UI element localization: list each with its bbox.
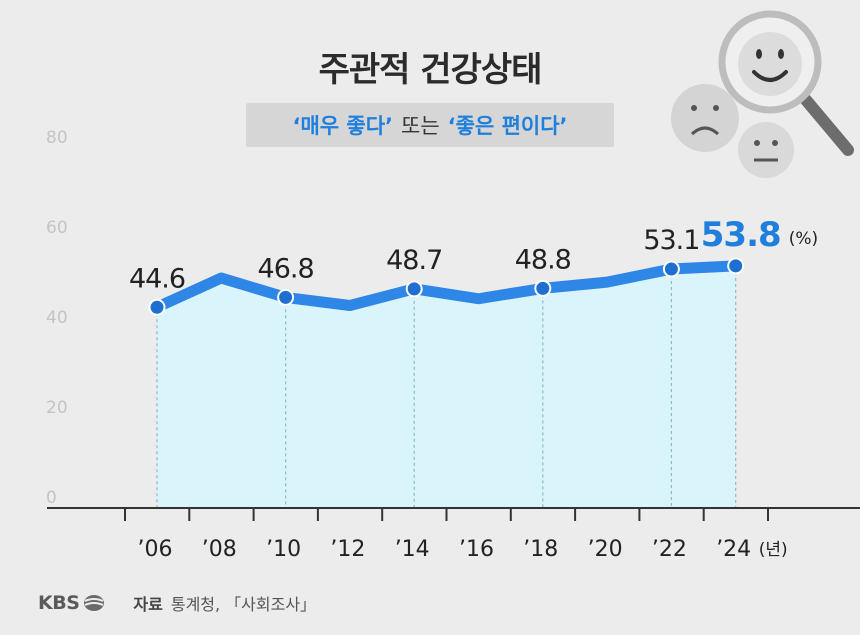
source-label: 자료 [133, 595, 163, 614]
kbs-logo-icon [84, 595, 105, 611]
y-tick-label: 40 [46, 308, 68, 328]
data-label: 53.1 [643, 225, 699, 256]
data-point [148, 298, 166, 316]
area-fill-layer [157, 265, 736, 508]
x-tick-label: ’18 [523, 537, 558, 562]
data-points [148, 257, 745, 316]
drop-lines [156, 265, 737, 508]
kbs-logo-text: KBS [38, 592, 80, 614]
y-tick-label: 60 [46, 218, 68, 238]
area-fill [157, 265, 736, 508]
x-tick-label: ’12 [330, 537, 365, 562]
subtitle-part-2: 또는 [401, 114, 440, 138]
series-line [151, 260, 742, 313]
x-tick-label: ’16 [459, 537, 494, 562]
data-label: 48.8 [515, 244, 571, 275]
x-tick-label: ’08 [202, 537, 237, 562]
y-tick-label: 0 [46, 488, 57, 508]
data-point [662, 260, 680, 278]
data-point [534, 279, 552, 297]
chart-subtitle: ‘매우 좋다’ 또는 ‘좋은 편이다’ [246, 103, 614, 147]
data-point [727, 257, 745, 275]
data-label: 44.6 [129, 263, 185, 294]
neutral-face-icon [738, 122, 794, 178]
value-unit-label: (%) [789, 229, 818, 249]
series-line-layer [151, 260, 742, 313]
x-unit-label: (년) [759, 540, 788, 560]
data-label: 46.8 [258, 253, 314, 284]
x-tick-label: ’22 [652, 537, 687, 562]
x-tick-label: ’20 [588, 537, 623, 562]
footer: KBS 자료 통계청, 「사회조사」 [38, 590, 316, 616]
smile-face-icon [738, 32, 802, 96]
subtitle-part-3: ‘좋은 편이다’ [447, 114, 568, 138]
data-point [405, 280, 423, 298]
source-text: 통계청, 「사회조사」 [170, 595, 317, 614]
x-tick-label: ’24 [716, 537, 751, 562]
y-axis-ticks: 0 20 40 60 80 [46, 128, 68, 508]
data-labels: 44.6 46.8 48.7 48.8 53.1 53.8 (%) [129, 215, 818, 294]
data-label: 48.7 [386, 245, 442, 276]
chart-title: 주관적 건강상태 [318, 50, 543, 90]
kbs-logo: KBS [38, 592, 105, 614]
sad-face-icon [671, 84, 739, 152]
subtitle-part-1: ‘매우 좋다’ [292, 114, 394, 138]
x-tick-label: ’14 [395, 537, 430, 562]
x-tick-label: ’10 [266, 537, 301, 562]
data-label-highlight: 53.8 [701, 215, 781, 255]
x-tick-label: ’06 [138, 537, 173, 562]
x-axis: ’06 ’08 ’10 ’12 ’14 ’16 ’18 ’20 ’22 ’24 (년) [47, 507, 860, 562]
y-tick-label: 80 [46, 128, 68, 148]
data-point [277, 288, 295, 306]
y-tick-label: 20 [46, 398, 68, 418]
smiley-illustration [671, 10, 854, 178]
